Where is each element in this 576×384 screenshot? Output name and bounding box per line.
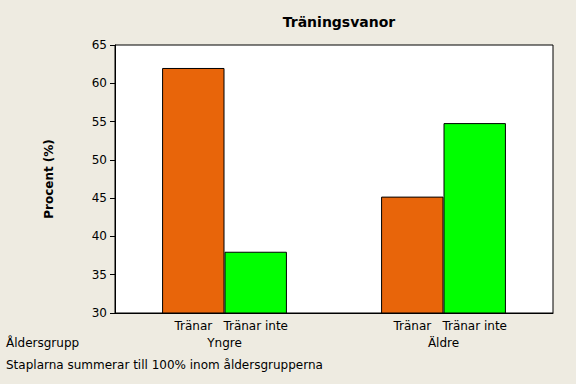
svg-text:30: 30 xyxy=(92,306,107,320)
svg-text:Procent (%): Procent (%) xyxy=(42,139,56,219)
svg-text:60: 60 xyxy=(92,76,107,90)
svg-text:35: 35 xyxy=(92,268,107,282)
svg-text:50: 50 xyxy=(92,153,107,167)
svg-text:Yngre: Yngre xyxy=(206,336,242,350)
svg-text:Träningsvanor: Träningsvanor xyxy=(283,14,396,30)
svg-text:Tränar inte: Tränar inte xyxy=(441,319,507,333)
svg-text:40: 40 xyxy=(92,229,107,243)
svg-text:Staplarna summerar till 100% i: Staplarna summerar till 100% inom ålders… xyxy=(6,358,323,372)
svg-text:Äldre: Äldre xyxy=(428,335,459,350)
svg-text:Tränar inte: Tränar inte xyxy=(222,319,288,333)
svg-text:55: 55 xyxy=(92,115,107,129)
svg-text:45: 45 xyxy=(92,191,107,205)
svg-text:65: 65 xyxy=(92,38,107,52)
svg-text:Tränar: Tränar xyxy=(392,319,431,333)
svg-text:Tränar: Tränar xyxy=(173,319,212,333)
svg-text:Åldersgrupp: Åldersgrupp xyxy=(6,335,79,350)
